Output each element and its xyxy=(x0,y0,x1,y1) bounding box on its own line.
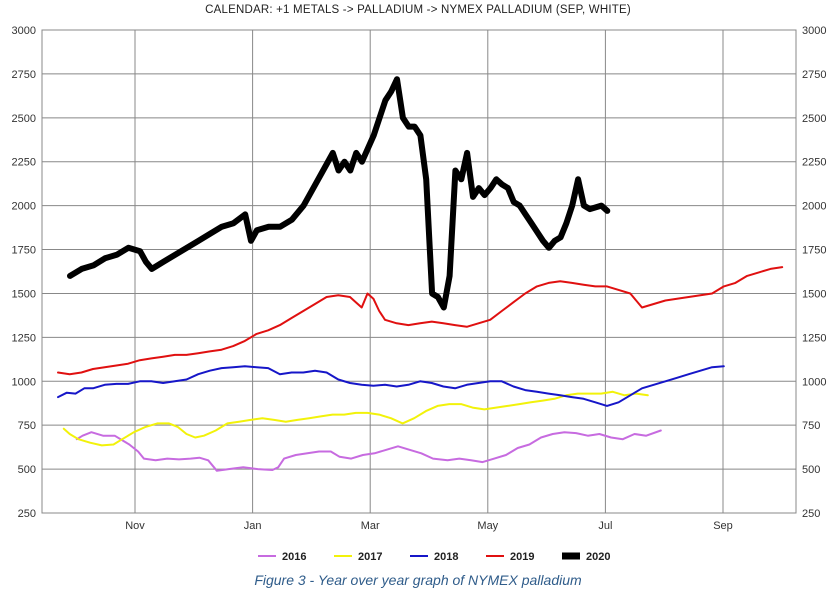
y-tick-label-left: 2750 xyxy=(12,69,36,81)
legend-label-2020: 2020 xyxy=(586,551,610,563)
legend-label-2019: 2019 xyxy=(510,551,534,563)
y-tick-label-left: 1000 xyxy=(12,376,36,388)
y-tick-label-right: 250 xyxy=(802,508,820,520)
y-tick-label-left: 1500 xyxy=(12,288,36,300)
grid-layer xyxy=(41,29,797,514)
y-tick-label-right: 500 xyxy=(802,464,820,476)
series-layer xyxy=(57,76,784,472)
x-tick-label: May xyxy=(477,520,498,532)
y-tick-label-left: 500 xyxy=(18,464,36,476)
series-line-2016 xyxy=(75,429,662,472)
y-tick-label-right: 750 xyxy=(802,420,820,432)
x-tick-label: Mar xyxy=(361,520,380,532)
y-tick-label-left: 1750 xyxy=(12,245,36,257)
x-tick-label: Nov xyxy=(125,520,145,532)
chart-title: CALENDAR: +1 METALS -> PALLADIUM -> NYME… xyxy=(205,4,631,16)
y-tick-label-right: 3000 xyxy=(802,25,826,37)
y-tick-label-left: 3000 xyxy=(12,25,36,37)
x-tick-label: Jul xyxy=(598,520,612,532)
y-tick-label-right: 2750 xyxy=(802,69,826,81)
y-tick-label-left: 250 xyxy=(18,508,36,520)
y-tick-label-left: 2250 xyxy=(12,157,36,169)
y-tick-label-left: 2500 xyxy=(12,113,36,125)
y-tick-label-right: 2250 xyxy=(802,157,826,169)
series-line-2020 xyxy=(67,76,611,311)
legend-label-2017: 2017 xyxy=(358,551,382,563)
legend-layer: 2016 2017 2018 2019 2020 xyxy=(258,551,610,563)
series-line-2019 xyxy=(57,266,784,376)
chart-caption: Figure 3 - Year over year graph of NYMEX… xyxy=(254,572,582,588)
y-tick-label-right: 2000 xyxy=(802,201,826,213)
y-tick-label-right: 1500 xyxy=(802,288,826,300)
y-tick-label-right: 1250 xyxy=(802,332,826,344)
x-tick-label: Jan xyxy=(244,520,262,532)
series-line-2018 xyxy=(57,365,725,407)
y-tick-label-right: 1750 xyxy=(802,245,826,257)
series-line-2017 xyxy=(62,390,649,447)
tick-layer: 250 250 500 500 750 750 1000 1000 1250 1250 1500 15… xyxy=(12,25,827,532)
y-tick-label-left: 750 xyxy=(18,420,36,432)
plot-frame xyxy=(41,29,797,514)
y-tick-label-right: 2500 xyxy=(802,113,826,125)
y-tick-label-right: 1000 xyxy=(802,376,826,388)
y-tick-label-left: 2000 xyxy=(12,201,36,213)
y-tick-label-left: 1250 xyxy=(12,332,36,344)
legend-label-2016: 2016 xyxy=(282,551,306,563)
x-tick-label: Sep xyxy=(713,520,733,532)
legend-label-2018: 2018 xyxy=(434,551,458,563)
